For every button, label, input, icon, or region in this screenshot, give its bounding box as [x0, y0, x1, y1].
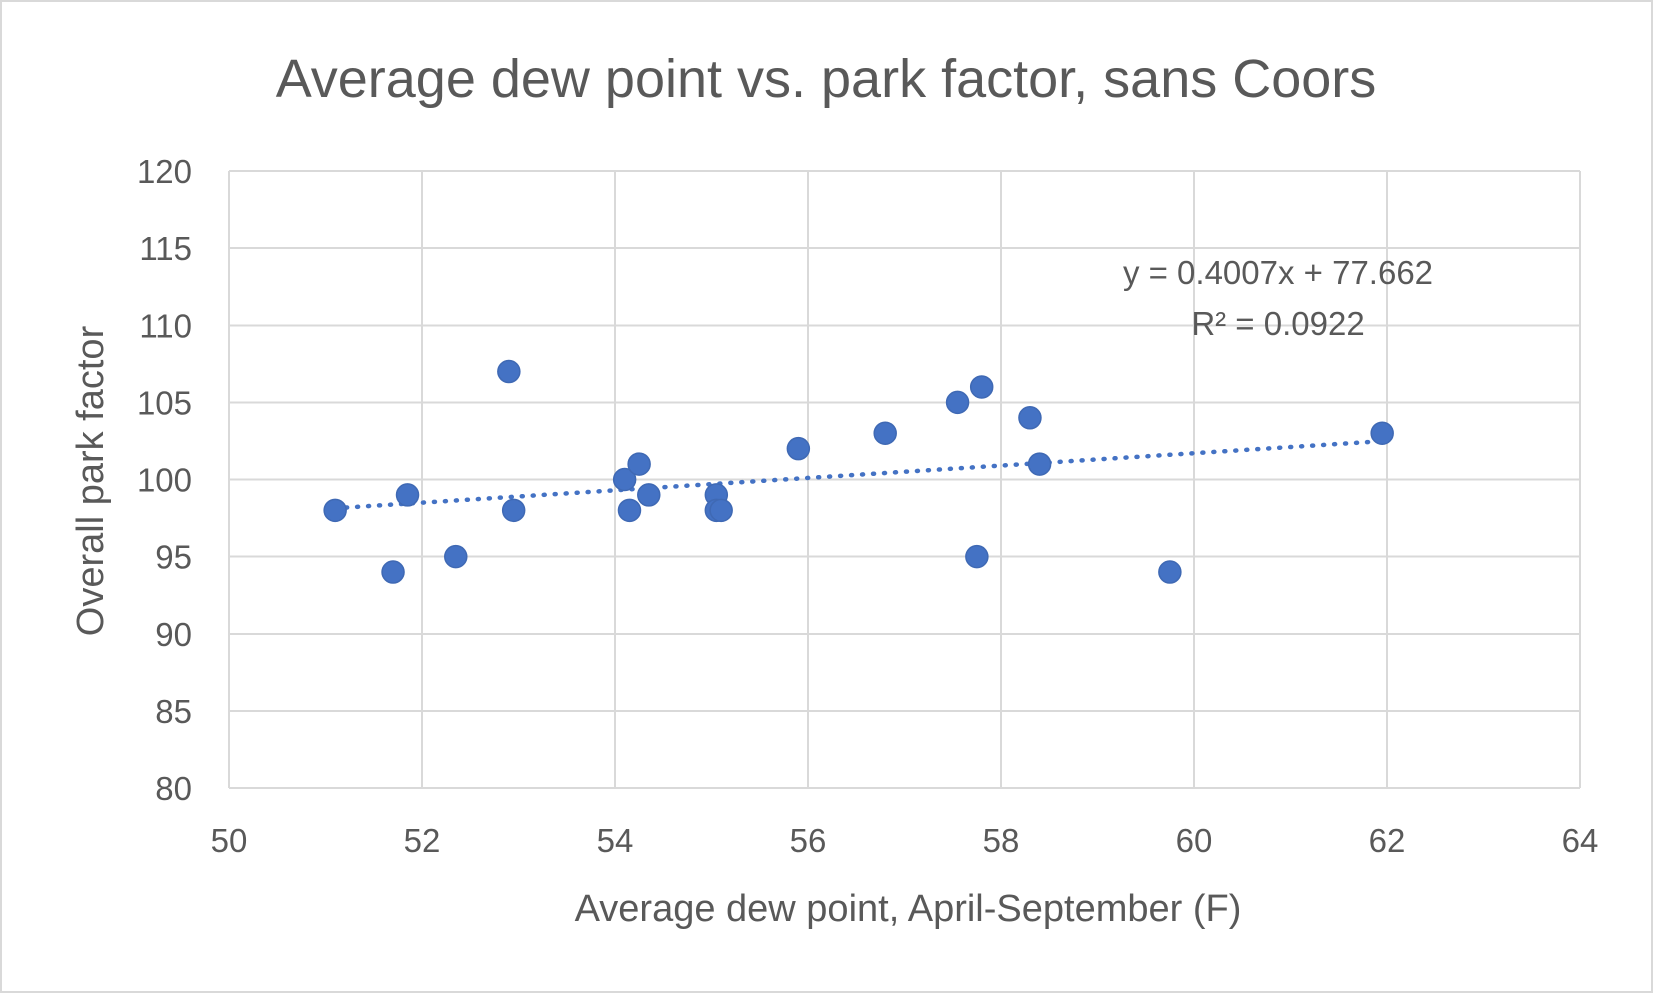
y-tick-label: 105 [137, 384, 192, 421]
y-tick-label: 85 [155, 693, 192, 730]
x-tick-label: 56 [790, 822, 827, 859]
data-point [617, 498, 642, 523]
y-tick-label: 120 [137, 153, 192, 190]
data-point [497, 359, 521, 384]
data-point [637, 483, 661, 507]
trendline-r-squared: R² = 0.0922 [1191, 305, 1364, 342]
x-tick-label: 52 [404, 822, 441, 859]
grid-lines [228, 170, 1581, 789]
trendline-equation: y = 0.4007x + 77.662 [1123, 254, 1433, 291]
y-tick-label: 110 [139, 307, 192, 344]
data-point [501, 498, 526, 523]
data-point [1018, 406, 1042, 430]
y-axis-title: Overall park factor [70, 325, 112, 636]
x-tick-label: 50 [211, 822, 248, 859]
x-tick-label: 58 [983, 822, 1020, 859]
data-point [969, 375, 994, 399]
x-tick-label: 64 [1562, 822, 1599, 859]
data-point [444, 544, 468, 569]
data-point [612, 467, 637, 492]
data-point [395, 483, 420, 507]
x-tick-label: 62 [1369, 822, 1406, 859]
data-point [627, 452, 651, 476]
data-point [709, 498, 733, 523]
y-tick-label: 115 [139, 230, 192, 267]
y-tick-label: 80 [155, 770, 192, 807]
data-points [323, 359, 1394, 584]
data-point [1027, 452, 1052, 476]
x-axis-title: Average dew point, April-September (F) [575, 888, 1242, 930]
data-point [323, 498, 347, 523]
y-axis-tick-labels: 80 85 90 95 100 105 110 115 120 [137, 153, 192, 807]
trendline [332, 438, 1385, 511]
y-tick-label: 95 [155, 539, 192, 576]
y-tick-label: 100 [137, 462, 192, 499]
data-point [945, 390, 970, 415]
data-point [381, 560, 405, 584]
data-point [873, 421, 897, 445]
x-tick-label: 60 [1176, 822, 1213, 859]
data-point [1370, 421, 1394, 445]
x-axis-tick-labels: 50 52 54 56 58 60 62 64 [211, 822, 1599, 859]
data-point [965, 544, 989, 569]
chart-title: Average dew point vs. park factor, sans … [276, 49, 1377, 109]
y-tick-label: 90 [155, 616, 192, 653]
data-point [1158, 560, 1182, 584]
data-point [786, 436, 811, 461]
x-tick-label: 54 [597, 822, 634, 859]
